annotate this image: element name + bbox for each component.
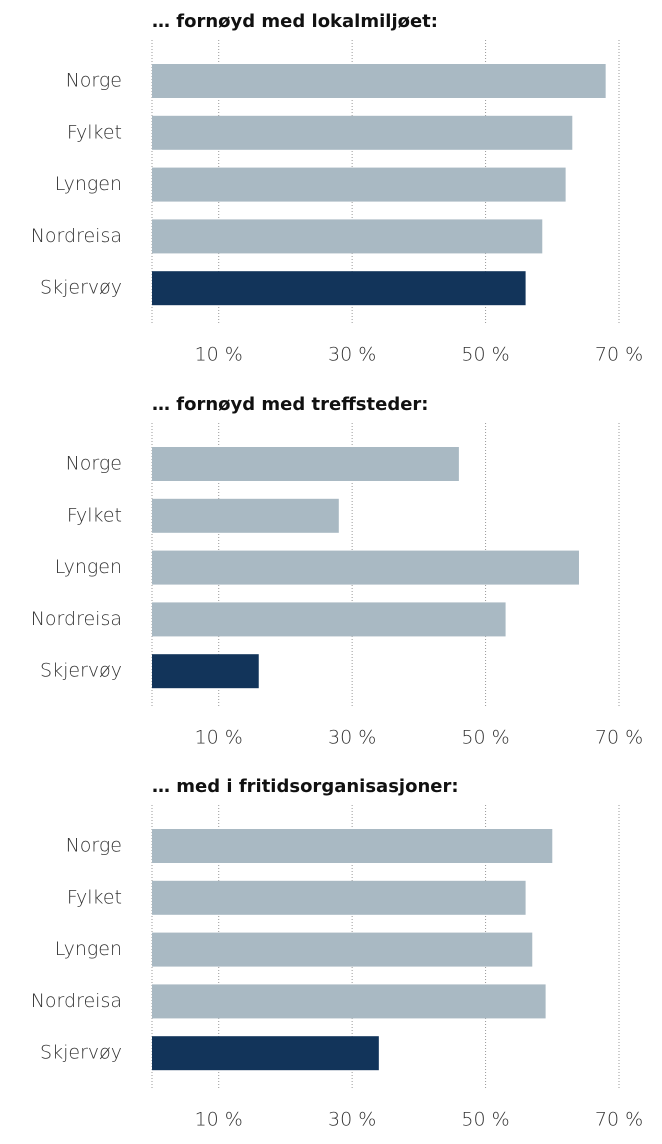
bar	[152, 64, 606, 98]
chart-title: … med i fritidsorganisasjoner:	[152, 776, 459, 797]
bar	[152, 271, 526, 306]
category-label: Norge	[66, 835, 122, 857]
category-label: Lyngen	[55, 938, 122, 960]
category-label: Skjervøy	[40, 277, 122, 299]
bar	[152, 829, 553, 863]
category-label: Fylket	[67, 121, 122, 143]
chart-title: … fornøyd med treffsteder:	[152, 394, 429, 415]
x-tick-label: 50 %	[461, 344, 509, 366]
x-tick-label: 50 %	[461, 1109, 509, 1131]
category-label: Skjervøy	[40, 1042, 122, 1064]
category-label: Lyngen	[55, 556, 122, 578]
category-label: Nordreisa	[31, 990, 122, 1012]
bar	[152, 219, 543, 254]
bar	[152, 602, 506, 637]
x-tick-label: 30 %	[328, 344, 376, 366]
x-tick-label: 10 %	[195, 727, 243, 749]
x-tick-label: 70 %	[595, 727, 643, 749]
bar	[152, 932, 533, 967]
bar	[152, 880, 526, 915]
bar	[152, 1036, 379, 1071]
bar	[152, 115, 573, 150]
category-label: Nordreisa	[31, 608, 122, 630]
bar	[152, 984, 546, 1019]
category-label: Norge	[66, 453, 122, 475]
x-tick-label: 70 %	[595, 344, 643, 366]
category-label: Lyngen	[55, 173, 122, 195]
category-label: Fylket	[67, 886, 122, 908]
bar	[152, 654, 259, 689]
x-tick-label: 30 %	[328, 727, 376, 749]
x-tick-label: 50 %	[461, 727, 509, 749]
category-label: Skjervøy	[40, 660, 122, 682]
x-tick-label: 30 %	[328, 1109, 376, 1131]
x-tick-label: 70 %	[595, 1109, 643, 1131]
x-tick-label: 10 %	[195, 344, 243, 366]
bar	[152, 167, 566, 202]
bar	[152, 498, 339, 533]
chart-title: … fornøyd med lokalmiljøet:	[152, 11, 438, 32]
bar	[152, 447, 459, 481]
x-tick-label: 10 %	[195, 1109, 243, 1131]
category-label: Fylket	[67, 504, 122, 526]
category-label: Norge	[66, 70, 122, 92]
bar	[152, 550, 579, 585]
category-label: Nordreisa	[31, 225, 122, 247]
